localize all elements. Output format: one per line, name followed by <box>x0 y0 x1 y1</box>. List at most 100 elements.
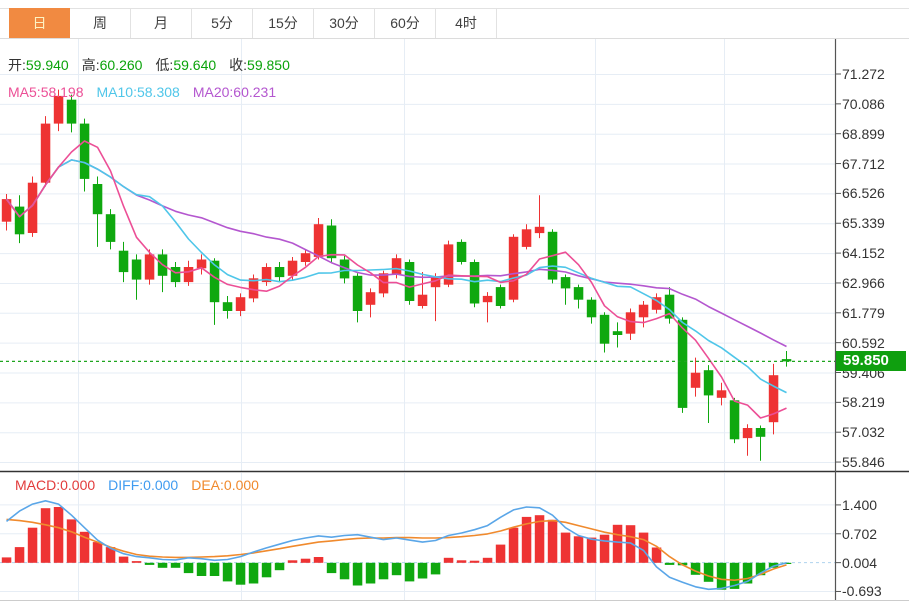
macd-bar <box>417 562 428 579</box>
macd-bar <box>404 562 415 582</box>
macd-bar <box>170 562 181 568</box>
candle-body <box>638 304 649 318</box>
tab-60min[interactable]: 60分 <box>375 9 436 38</box>
candle-body <box>235 297 246 311</box>
price-axis-label: 67.712 <box>842 155 885 172</box>
candle-body <box>92 184 103 215</box>
candle-body <box>144 254 155 280</box>
ma-legend-ma20: MA20:60.231 <box>192 84 277 100</box>
current-price-badge: 59.850 <box>836 351 906 372</box>
macd-bar <box>66 519 77 563</box>
tab-4hour[interactable]: 4时 <box>436 9 497 38</box>
candle-body <box>105 214 116 242</box>
candle-body <box>755 428 766 437</box>
macd-bar <box>287 560 298 563</box>
macd-bar <box>690 562 701 575</box>
macd-bar <box>1 557 12 563</box>
candle-body <box>534 226 545 234</box>
candle-body <box>261 267 272 283</box>
macd-bar <box>742 562 753 584</box>
macd-axis-label: 0.004 <box>842 554 878 571</box>
candle-body <box>170 267 181 283</box>
candle-body <box>521 229 532 247</box>
macd-bar <box>235 562 246 585</box>
tab-bar-bottom-border <box>0 38 909 39</box>
candle-body <box>27 182 38 233</box>
diff-line <box>6 499 787 591</box>
candle-body <box>339 259 350 279</box>
ma-legend: MA5:58.198 MA10:58.308 MA20:60.231 <box>8 84 276 100</box>
candle-body <box>209 260 220 303</box>
macd-bar <box>430 562 441 575</box>
candle-body <box>729 400 740 440</box>
candle-body <box>196 259 207 269</box>
macd-bar <box>209 562 220 576</box>
macd-legend-dea: DEA:0.000 <box>191 477 259 493</box>
price-axis-label: 64.152 <box>842 245 885 262</box>
macd-bar <box>521 516 532 563</box>
macd-axis-label: -0.693 <box>842 583 882 600</box>
candle-body <box>131 259 142 280</box>
candle-body <box>573 287 584 300</box>
macd-bar <box>183 562 194 574</box>
macd-bar <box>79 531 90 563</box>
candle-body <box>690 372 701 388</box>
tab-month[interactable]: 月 <box>131 9 192 38</box>
macd-bar <box>625 525 636 563</box>
timeframe-tab-bar: 日周月 5分 15分 30分 60分 4时 <box>0 8 909 39</box>
tab-day[interactable]: 日 <box>9 8 70 39</box>
ohlc-legend-open: 开:59.940 <box>8 57 69 73</box>
candle-body <box>742 428 753 439</box>
candle-body <box>417 294 428 306</box>
candle-body <box>456 241 467 262</box>
tab-5min[interactable]: 5分 <box>192 9 253 38</box>
ma-legend-ma5: MA5:58.198 <box>8 84 84 100</box>
candle-body <box>430 277 441 288</box>
candle-body <box>40 123 51 183</box>
macd-bar <box>638 532 649 563</box>
price-axis-label: 57.032 <box>842 424 885 441</box>
macd-bar <box>274 562 285 571</box>
price-axis-label: 71.272 <box>842 66 885 82</box>
candle-body <box>768 375 779 423</box>
candle-body <box>313 224 324 257</box>
candle-body <box>469 262 480 304</box>
macd-bar <box>560 532 571 563</box>
candle-body <box>625 312 636 334</box>
candle-body <box>495 287 506 306</box>
ohlc-legend-high: 高:60.260 <box>81 57 143 73</box>
macd-bar <box>105 547 116 563</box>
ohlc-legend-close: 收:59.850 <box>229 57 290 73</box>
candle-body <box>287 260 298 276</box>
candle-body <box>365 292 376 305</box>
macd-bar <box>365 562 376 584</box>
candle-body <box>248 278 259 299</box>
price-axis-label: 65.339 <box>842 215 885 232</box>
macd-bar <box>118 556 129 563</box>
candle-body <box>677 319 688 408</box>
candle-body <box>300 253 311 262</box>
macd-bar <box>14 547 25 563</box>
macd-bar <box>599 534 610 563</box>
ma10-line <box>5 159 787 394</box>
price-axis-label: 61.779 <box>842 304 885 321</box>
candle-body <box>599 314 610 344</box>
macd-bar <box>40 508 51 563</box>
macd-bar <box>482 557 493 563</box>
macd-bar <box>144 562 155 565</box>
candle-body <box>222 302 233 311</box>
macd-bar <box>222 562 233 582</box>
macd-bar <box>716 562 727 590</box>
macd-legend-diff: DIFF:0.000 <box>108 477 179 493</box>
macd-bar <box>495 544 506 563</box>
candle-body <box>612 331 623 335</box>
ohlc-legend-low: 低:59.640 <box>155 57 217 73</box>
tab-15min[interactable]: 15分 <box>253 9 314 38</box>
macd-bar <box>755 562 766 576</box>
candle-body <box>508 236 519 300</box>
tab-30min[interactable]: 30分 <box>314 9 375 38</box>
macd-bar <box>300 558 311 563</box>
candle-body <box>651 297 662 310</box>
tab-week[interactable]: 周 <box>70 9 131 38</box>
